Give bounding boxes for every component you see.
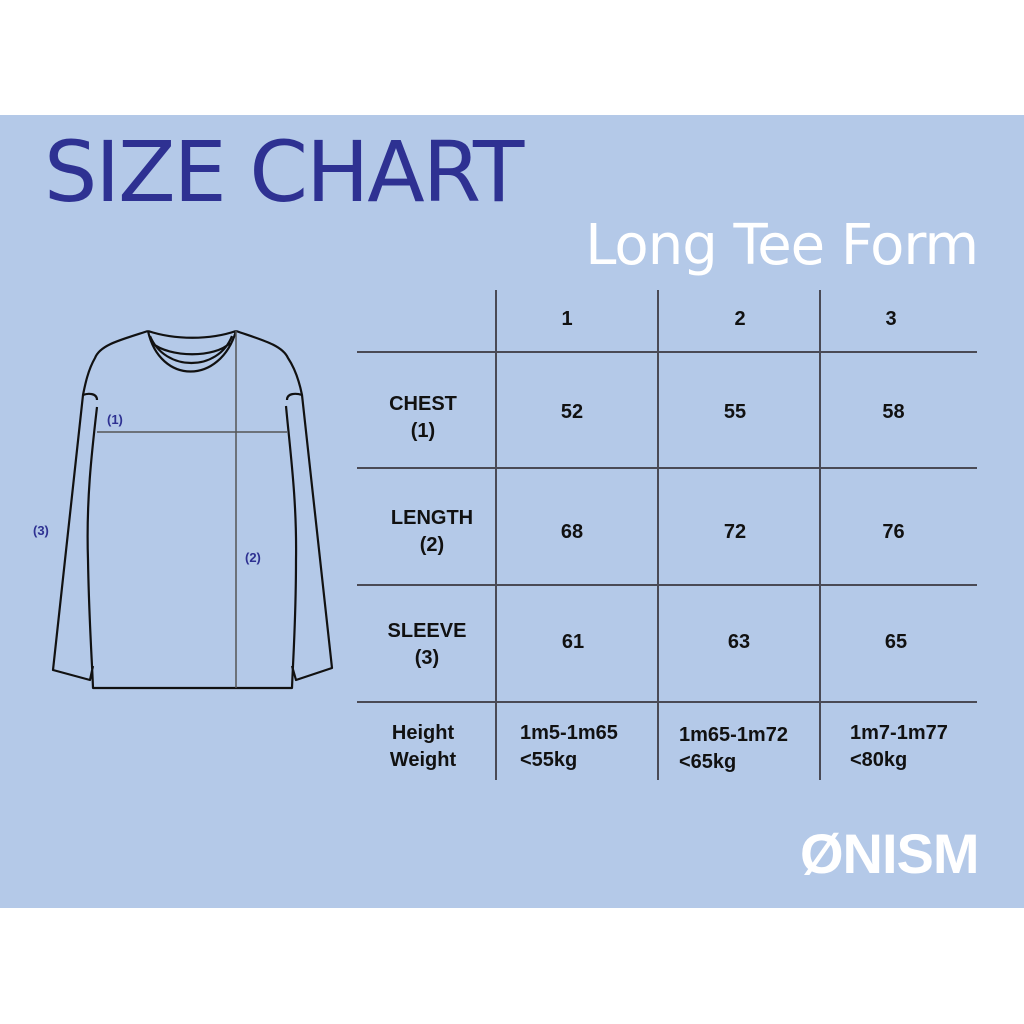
row-sublabel: (2)	[419, 534, 445, 556]
table-cell: 61	[561, 631, 585, 653]
row-divider	[357, 351, 977, 353]
collar	[146, 329, 238, 373]
page-subtitle: Long Tee Form	[585, 213, 979, 278]
table-cell: 76	[882, 521, 905, 543]
row-divider	[357, 584, 977, 586]
row-sublabel: Weight	[389, 749, 457, 771]
row-label: SLEEVE	[387, 620, 467, 642]
weight-range: <55kg	[520, 749, 578, 771]
row-sublabel: (3)	[414, 647, 440, 669]
table-cell: 72	[723, 521, 747, 543]
column-divider	[819, 290, 821, 780]
length-label: (2)	[245, 550, 261, 565]
column-header: 2	[734, 308, 746, 330]
column-divider	[657, 290, 659, 780]
weight-range: <65kg	[679, 751, 737, 773]
row-divider	[357, 467, 977, 469]
long-tee-diagram	[51, 329, 334, 690]
brand-logo: ØNISM	[800, 822, 980, 885]
row-sublabel: (1)	[410, 420, 436, 442]
height-range: 1m5-1m65	[520, 722, 618, 744]
table-cell: 55	[723, 401, 747, 423]
shirt-left-outline	[51, 329, 298, 690]
shirt-right-outline	[235, 329, 334, 682]
table-cell: 68	[560, 521, 584, 543]
table-cell: 58	[882, 401, 905, 423]
weight-range: <80kg	[850, 749, 908, 771]
height-range: 1m65-1m72	[679, 724, 788, 746]
row-label: Height	[391, 722, 455, 744]
table-cell: 65	[884, 631, 908, 653]
row-divider	[357, 701, 977, 703]
column-header: 3	[885, 308, 897, 330]
row-label: CHEST	[389, 393, 457, 415]
sleeve-label: (3)	[33, 523, 49, 538]
row-label: LENGTH	[390, 507, 474, 529]
table-cell: 63	[727, 631, 751, 653]
column-header: 1	[561, 308, 573, 330]
column-divider	[495, 290, 497, 780]
chest-label: (1)	[107, 412, 123, 427]
height-range: 1m7-1m77	[850, 722, 948, 744]
page-title: SIZE CHART	[44, 123, 524, 221]
background-panel	[0, 115, 1024, 908]
table-cell: 52	[560, 401, 584, 423]
